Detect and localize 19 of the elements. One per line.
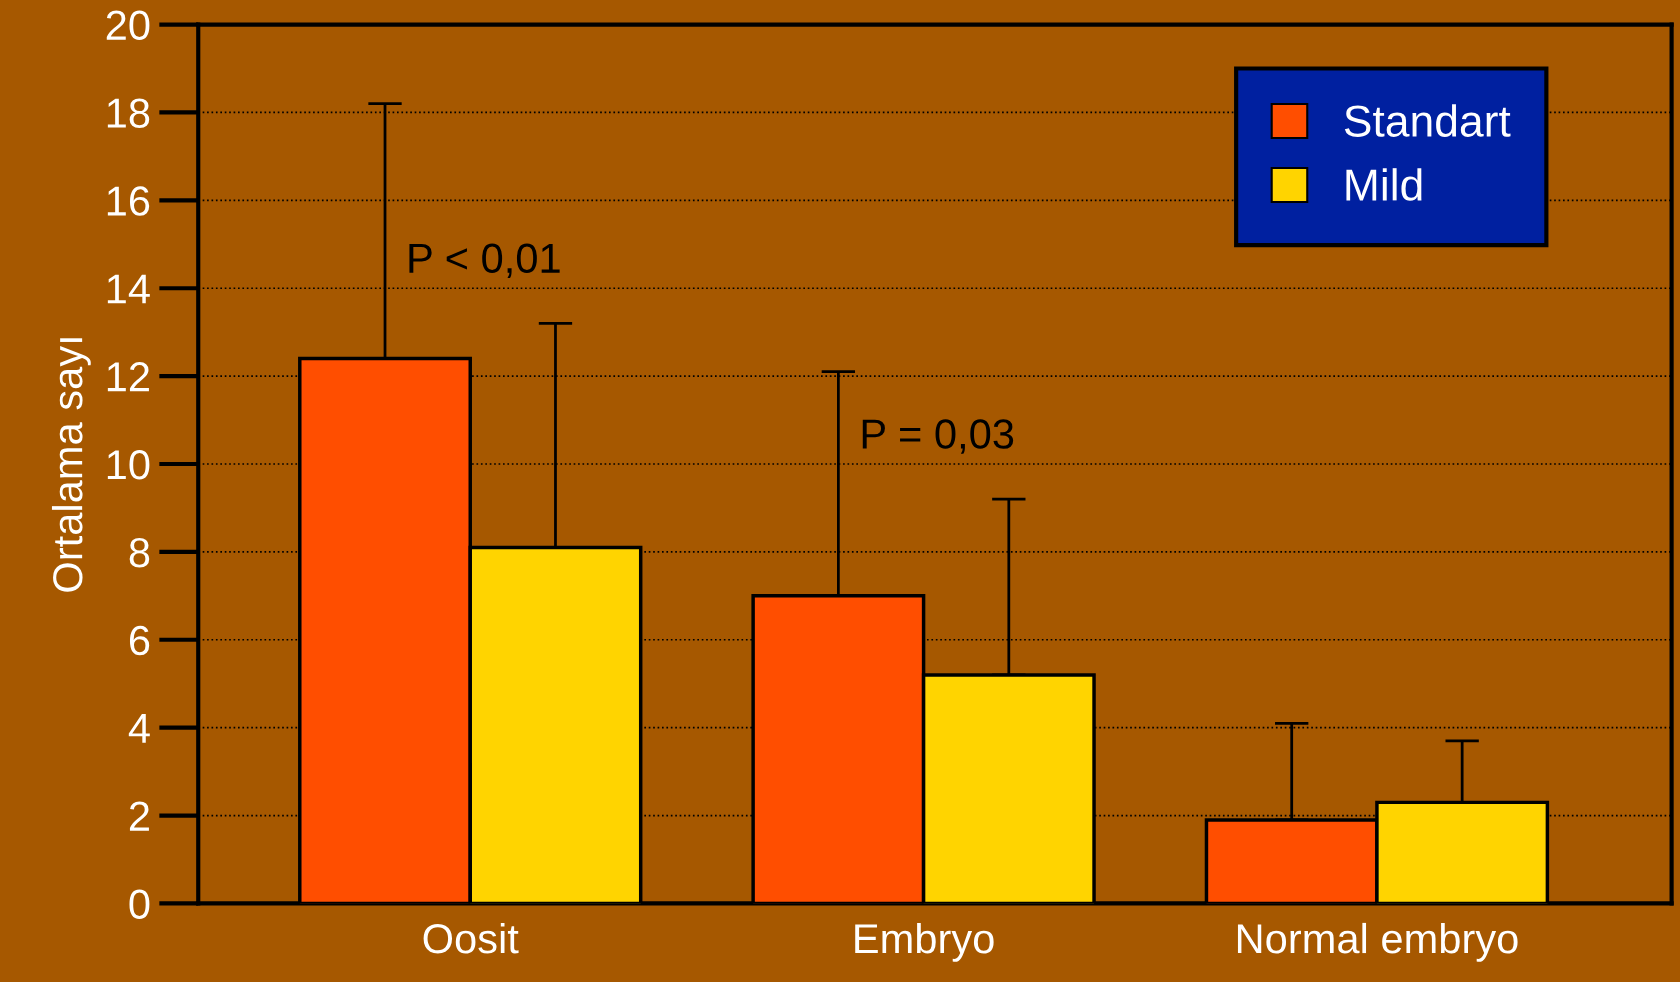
y-tick-label: 8 (129, 537, 150, 568)
y-tick-label: 6 (129, 625, 150, 656)
annotation: P = 0,03 (862, 419, 1014, 454)
x-tick-label: Oosit (423, 922, 519, 954)
x-tick-label: Normal embryo (1237, 922, 1518, 962)
y-tick-label: 16 (107, 186, 150, 216)
y-tick-label: 20 (106, 10, 150, 41)
y-tick-label: 10 (107, 450, 150, 480)
y-tick-label: 2 (129, 801, 149, 831)
y-tick-label: 18 (107, 98, 150, 128)
y-tick-label: 12 (107, 362, 149, 392)
y-tick-label: 0 (129, 889, 150, 919)
y-axis-title: Ortalama sayı (51, 338, 91, 592)
annotation: P < 0,01 (409, 243, 560, 278)
legend-label: Standart (1344, 104, 1511, 137)
y-tick-label: 4 (128, 714, 150, 743)
y-tick-label: 14 (107, 274, 150, 304)
legend-label: Mild (1346, 168, 1422, 201)
x-tick-label: Embryo (855, 922, 994, 962)
